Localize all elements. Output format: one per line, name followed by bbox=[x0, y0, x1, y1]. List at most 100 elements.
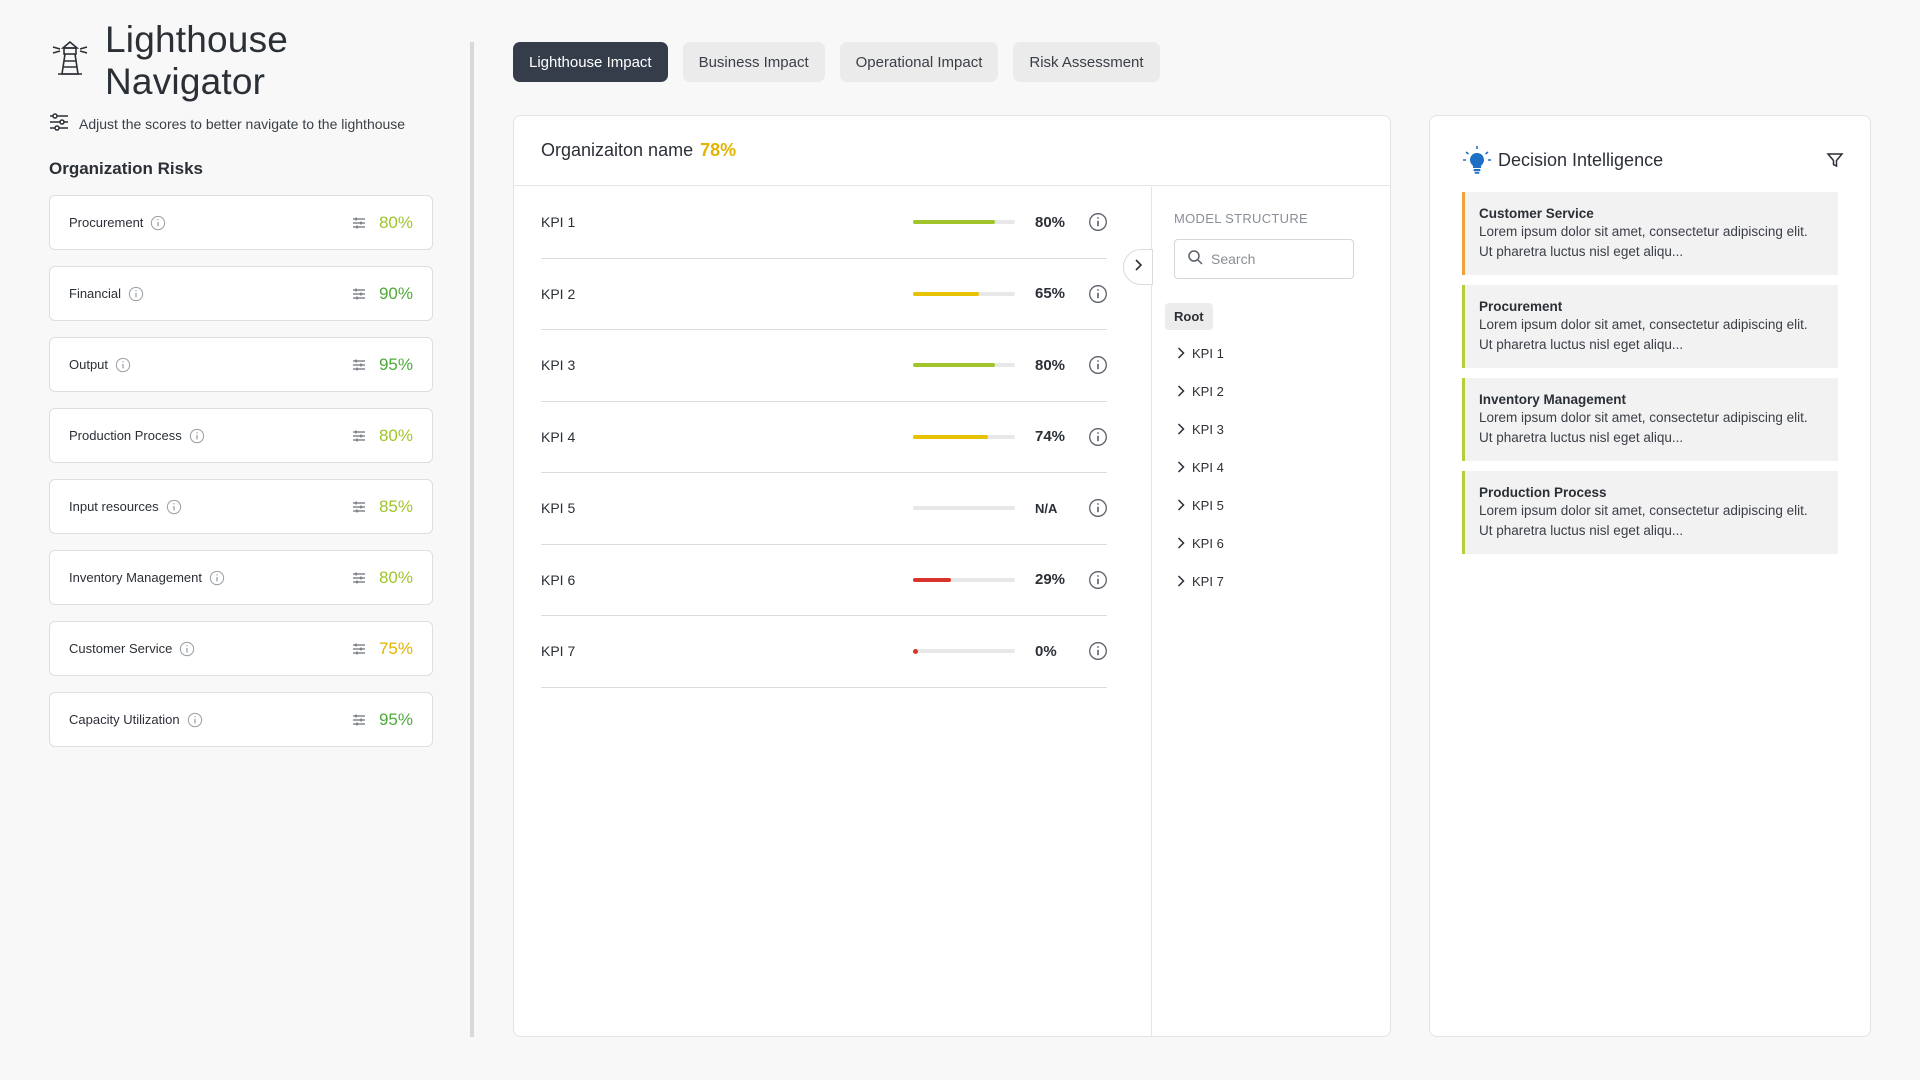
risk-score: 75% bbox=[378, 638, 413, 658]
chevron-right-icon bbox=[1174, 384, 1192, 398]
sliders-icon bbox=[49, 112, 69, 135]
tab-business-impact[interactable]: Business Impact bbox=[682, 42, 825, 82]
kpi-value: 65% bbox=[1035, 285, 1066, 303]
insight-title: Production Process bbox=[1479, 485, 1607, 500]
tab-risk-assessment[interactable]: Risk Assessment bbox=[1013, 42, 1160, 82]
collapse-panel-button[interactable] bbox=[1123, 249, 1153, 285]
model-search-input[interactable] bbox=[1211, 251, 1341, 267]
risk-score: 80% bbox=[378, 212, 413, 232]
kpi-progress-bar bbox=[913, 649, 1015, 654]
info-icon[interactable] bbox=[1088, 570, 1108, 590]
adjust-icon[interactable] bbox=[351, 428, 367, 444]
kpi-progress-fill bbox=[913, 434, 989, 439]
lighthouse-icon bbox=[49, 38, 91, 85]
organization-card: Organizaiton name 78% KPI 1 80% KPI 2 65… bbox=[513, 115, 1391, 1037]
adjust-icon[interactable] bbox=[351, 357, 367, 373]
kpi-progress-bar bbox=[913, 291, 1015, 296]
organization-risks-title: Organization Risks bbox=[49, 159, 203, 178]
adjust-icon[interactable] bbox=[351, 641, 367, 657]
risk-label: Inventory Management bbox=[69, 570, 202, 585]
info-icon[interactable] bbox=[1088, 641, 1108, 661]
insight-card[interactable]: Inventory Management Lorem ipsum dolor si… bbox=[1462, 378, 1838, 461]
risk-label: Procurement bbox=[69, 215, 144, 230]
adjust-icon[interactable] bbox=[351, 570, 367, 586]
risk-card[interactable]: Customer Service 75% bbox=[49, 621, 433, 676]
tree-item[interactable]: KPI 7 bbox=[1174, 562, 1364, 600]
info-icon[interactable] bbox=[209, 570, 225, 586]
tree-item[interactable]: KPI 5 bbox=[1174, 486, 1364, 524]
kpi-row: KPI 2 65% bbox=[541, 259, 1108, 330]
tree-item[interactable]: KPI 6 bbox=[1174, 524, 1364, 562]
tree-item-label: KPI 6 bbox=[1192, 535, 1224, 551]
risk-card[interactable]: Production Process 80% bbox=[49, 408, 433, 463]
chevron-right-icon bbox=[1131, 258, 1145, 277]
info-icon[interactable] bbox=[128, 286, 144, 302]
kpi-row: KPI 4 74% bbox=[541, 402, 1108, 473]
info-icon[interactable] bbox=[115, 357, 131, 373]
adjust-icon[interactable] bbox=[351, 712, 367, 728]
risk-card[interactable]: Output 95% bbox=[49, 337, 433, 392]
info-icon[interactable] bbox=[1088, 427, 1108, 447]
risk-score: 95% bbox=[378, 709, 413, 729]
insight-title: Inventory Management bbox=[1479, 392, 1627, 407]
info-icon[interactable] bbox=[187, 712, 203, 728]
adjust-icon[interactable] bbox=[351, 215, 367, 231]
organization-score: 78% bbox=[700, 140, 737, 160]
risk-card[interactable]: Input resources 85% bbox=[49, 479, 433, 534]
kpi-progress-fill bbox=[913, 220, 995, 225]
chevron-right-icon bbox=[1174, 346, 1192, 360]
info-icon[interactable] bbox=[189, 428, 205, 444]
info-icon[interactable] bbox=[1088, 355, 1108, 375]
adjust-icon[interactable] bbox=[351, 499, 367, 515]
tab-lighthouse-impact[interactable]: Lighthouse Impact bbox=[513, 42, 668, 82]
adjust-hint: Adjust the scores to better navigate to … bbox=[49, 112, 433, 135]
risk-label: Output bbox=[69, 357, 109, 372]
risk-card[interactable]: Inventory Management 80% bbox=[49, 550, 433, 605]
tree-item-label: KPI 4 bbox=[1192, 459, 1224, 475]
insight-card[interactable]: Production Process Lorem ipsum dolor sit … bbox=[1462, 471, 1838, 554]
tree-item[interactable]: KPI 4 bbox=[1174, 448, 1364, 486]
info-icon[interactable] bbox=[1088, 212, 1108, 232]
model-structure-panel: MODEL STRUCTURE Root KPI 1 KPI 2 KPI 3 KPI … bbox=[1165, 211, 1364, 600]
kpi-value: 80% bbox=[1035, 356, 1066, 374]
tree-root[interactable]: Root bbox=[1165, 303, 1213, 330]
info-icon[interactable] bbox=[1088, 284, 1108, 304]
risk-score: 85% bbox=[378, 496, 413, 516]
risk-card[interactable]: Procurement 80% bbox=[49, 195, 433, 250]
kpi-value: N/A bbox=[1035, 500, 1058, 516]
kpi-progress-fill bbox=[913, 577, 951, 582]
tree-item[interactable]: KPI 3 bbox=[1174, 410, 1364, 448]
kpi-value: 80% bbox=[1035, 213, 1066, 231]
risk-score: 80% bbox=[378, 425, 413, 445]
insight-text: Lorem ipsum dolor sit amet, consectetur … bbox=[1479, 317, 1808, 352]
filter-icon[interactable] bbox=[1826, 151, 1844, 169]
kpi-row: KPI 7 0% bbox=[541, 616, 1107, 688]
model-divider bbox=[1151, 187, 1152, 1037]
risk-card[interactable]: Capacity Utilization 95% bbox=[49, 692, 433, 747]
adjust-icon[interactable] bbox=[351, 286, 367, 302]
tab-operational-impact[interactable]: Operational Impact bbox=[839, 42, 999, 82]
risk-score: 80% bbox=[378, 567, 413, 587]
risk-card[interactable]: Financial 90% bbox=[49, 266, 433, 321]
model-structure-title: MODEL STRUCTURE bbox=[1174, 211, 1309, 226]
insight-card[interactable]: Procurement Lorem ipsum dolor sit amet, c… bbox=[1462, 285, 1838, 368]
insight-text: Lorem ipsum dolor sit amet, consectetur … bbox=[1479, 224, 1808, 259]
tree-item[interactable]: KPI 1 bbox=[1174, 334, 1364, 372]
app-header: Lighthouse Navigator bbox=[49, 19, 433, 102]
left-panel: Lighthouse Navigator Adjust the scores t… bbox=[49, 19, 433, 763]
insight-text: Lorem ipsum dolor sit amet, consectetur … bbox=[1479, 503, 1808, 538]
chevron-right-icon bbox=[1174, 536, 1192, 550]
kpi-progress-bar bbox=[913, 434, 1015, 439]
tree-item[interactable]: KPI 2 bbox=[1174, 372, 1364, 410]
risk-label: Production Process bbox=[69, 428, 182, 443]
info-icon[interactable] bbox=[179, 641, 195, 657]
risk-label: Financial bbox=[69, 286, 122, 301]
tree-item-label: KPI 2 bbox=[1192, 383, 1224, 399]
kpi-value: 29% bbox=[1035, 571, 1066, 589]
info-icon[interactable] bbox=[150, 215, 166, 231]
info-icon[interactable] bbox=[1088, 498, 1108, 518]
insight-card[interactable]: Customer Service Lorem ipsum dolor sit am… bbox=[1462, 192, 1838, 275]
info-icon[interactable] bbox=[166, 499, 182, 515]
chevron-right-icon bbox=[1174, 460, 1192, 474]
kpi-label: KPI 3 bbox=[541, 357, 576, 374]
